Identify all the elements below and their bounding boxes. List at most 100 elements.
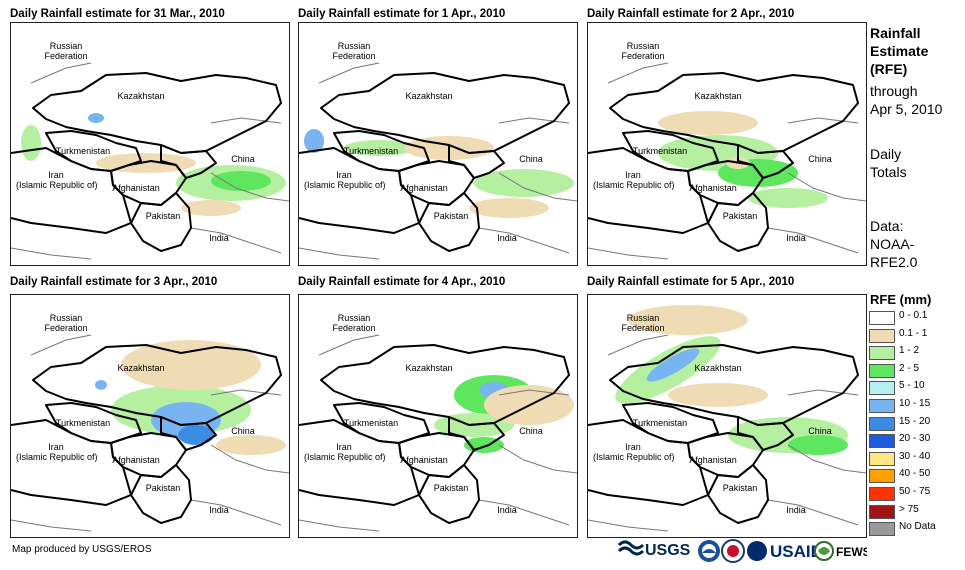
minor-boundary [787, 172, 866, 202]
fews-logo: FEWS NET [814, 541, 899, 561]
map-canvas [299, 334, 577, 532]
map-label-russia-1: Russian [49, 41, 83, 51]
minor-boundary [498, 389, 570, 396]
map-label-iran-1: Iran [336, 442, 352, 452]
map-label-kazakhstan: Kazakhstan [694, 363, 742, 373]
usaid-logo: USAID [747, 541, 823, 561]
map-label-pakistan: Pakistan [433, 483, 469, 493]
legend-label: 30 - 40 [899, 450, 931, 462]
map-label-turkmenistan: Turkmenistan [632, 418, 688, 428]
side-rfe: RFE2.0 [870, 254, 918, 270]
map-label-turkmenistan: Turkmenistan [343, 146, 399, 156]
map-label-iran-1: Iran [625, 170, 641, 180]
map-label-russia-2: Federation [44, 51, 88, 61]
seal-logo [721, 539, 745, 563]
rainfall-map-6: Russian Federation Kazakhstan Turkmenistan I… [587, 294, 867, 538]
minor-boundary [190, 227, 282, 254]
map-canvas [588, 305, 866, 532]
minor-boundary [588, 519, 669, 532]
minor-boundary [498, 117, 570, 124]
country-boundary [11, 419, 132, 506]
map-label-turkmenistan: Turkmenistan [632, 146, 688, 156]
minor-boundary [588, 247, 669, 260]
legend-swatch [869, 311, 895, 325]
legend-swatch [869, 328, 895, 343]
legend-swatch [869, 346, 895, 361]
map-label-russia-2: Federation [44, 323, 88, 333]
legend-swatch [869, 399, 895, 413]
minor-boundary [478, 227, 570, 254]
legend-label: 10 - 15 [899, 398, 931, 409]
country-boundary [130, 192, 192, 252]
minor-boundary [607, 334, 669, 356]
country-boundary [130, 464, 192, 524]
side-data: Data: [870, 218, 904, 234]
map-label-iran-1: Iran [48, 442, 64, 452]
side-totals: Totals [870, 164, 907, 180]
minor-boundary [607, 62, 669, 84]
map-label-russia-1: Russian [337, 41, 371, 51]
minor-boundary [299, 247, 380, 260]
map-label-kazakhstan: Kazakhstan [405, 363, 453, 373]
map-label-iran-1: Iran [48, 170, 64, 180]
legend-label: 50 - 75 [899, 486, 931, 497]
country-boundary [737, 144, 794, 179]
map-label-china: China [808, 154, 832, 164]
legend-label: > 75 [899, 503, 919, 515]
country-boundary [448, 416, 505, 451]
legend-item: 2 - 5 [869, 362, 965, 380]
legend-label: 15 - 20 [899, 415, 931, 427]
map-label-pakistan: Pakistan [145, 211, 181, 221]
map-label-iran-2: (Islamic Republic of) [304, 180, 386, 190]
country-boundary [320, 72, 570, 154]
minor-boundary [767, 499, 859, 526]
map-label-russia-2: Federation [621, 51, 665, 61]
legend-swatch [869, 363, 895, 378]
country-boundary [609, 72, 859, 154]
map-label-iran-2: (Islamic Republic of) [593, 452, 675, 462]
legend-item: 0.1 - 1 [869, 327, 965, 345]
map-canvas [299, 62, 577, 260]
minor-boundary [478, 499, 570, 526]
panel-title-5: Daily Rainfall estimate for 4 Apr., 2010 [298, 276, 506, 288]
country-boundary [160, 416, 217, 451]
rainfall-map-3: Russian Federation Kazakhstan Turkmenistan I… [587, 22, 867, 266]
minor-boundary [30, 334, 92, 356]
minor-boundary [210, 172, 289, 202]
map-canvas [11, 62, 289, 260]
legend-item: 20 - 30 [869, 432, 965, 450]
country-boundary [299, 147, 420, 234]
country-boundary [707, 464, 769, 524]
country-boundary [11, 147, 132, 234]
map-credit: Map produced by USGS/EROS [12, 544, 152, 555]
svg-text:USGS: USGS [645, 542, 691, 559]
logo-strip: USGS USAID FEWS NET [617, 537, 899, 565]
country-boundary [32, 72, 282, 154]
legend-swatch [869, 416, 895, 431]
minor-boundary [498, 444, 577, 474]
minor-boundary [210, 444, 289, 474]
map-label-russia-2: Federation [332, 51, 376, 61]
country-boundary [588, 419, 709, 506]
legend-item: 50 - 75 [869, 485, 965, 503]
map-label-china: China [231, 426, 255, 436]
minor-boundary [11, 519, 92, 532]
legend-item: 15 - 20 [869, 415, 965, 433]
panel-title-1: Daily Rainfall estimate for 31 Mar., 201… [10, 8, 225, 20]
legend-label: 0 - 0.1 [899, 310, 928, 321]
rainfall-map-5: Russian Federation Kazakhstan Turkmenistan I… [298, 294, 578, 538]
minor-boundary [210, 389, 282, 396]
legend-item: 1 - 2 [869, 344, 965, 362]
minor-boundary [787, 117, 859, 124]
map-label-kazakhstan: Kazakhstan [117, 363, 165, 373]
map-canvas [11, 334, 289, 532]
legend-item: 10 - 15 [869, 397, 965, 415]
map-label-india: India [209, 505, 229, 515]
map-label-iran-1: Iran [336, 170, 352, 180]
country-boundary [588, 147, 709, 234]
rainfall-map-4: Russian Federation Kazakhstan Turkmenistan I… [10, 294, 290, 538]
minor-boundary [767, 227, 859, 254]
legend-label: 1 - 2 [899, 345, 920, 357]
legend-label: No Data [899, 521, 936, 533]
legend-swatch [869, 487, 895, 501]
